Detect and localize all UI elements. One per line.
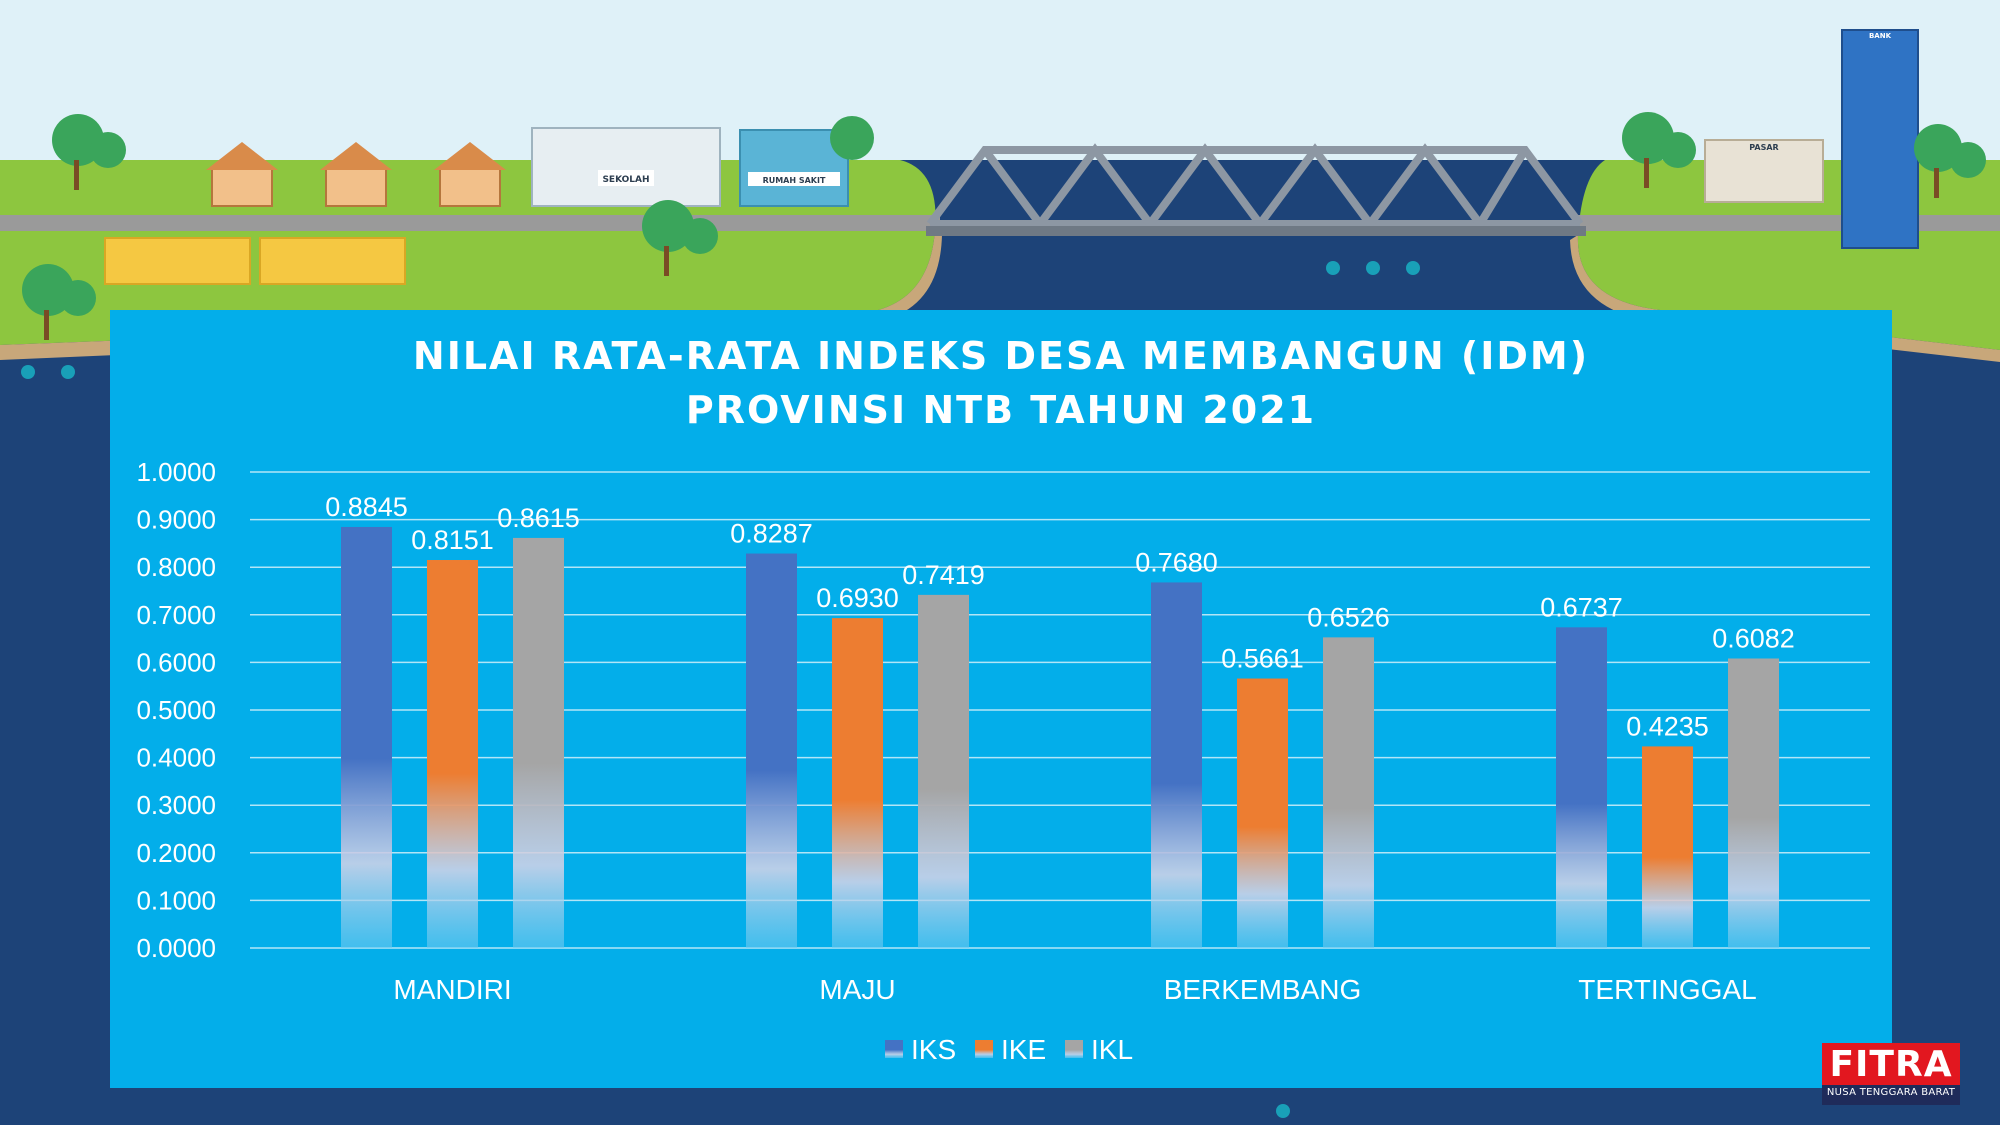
bar-iks-berkembang xyxy=(1151,582,1202,948)
data-label: 0.8845 xyxy=(325,492,408,522)
bar-ikl-mandiri xyxy=(513,537,564,948)
bar-ikl-tertinggal xyxy=(1728,658,1779,948)
school-sign: SEKOLAH xyxy=(602,175,649,185)
logo-subtitle: NUSA TENGGARA BARAT xyxy=(1826,1087,1956,1098)
y-tick-label: 0.5000 xyxy=(136,695,216,725)
data-label: 0.4235 xyxy=(1626,711,1709,741)
y-tick-label: 0.6000 xyxy=(136,647,216,677)
bar-iks-mandiri xyxy=(341,526,392,948)
y-tick-label: 0.0000 xyxy=(136,933,216,963)
data-label: 0.8151 xyxy=(411,525,494,555)
data-label: 0.6526 xyxy=(1307,602,1390,632)
market-sign: PASAR xyxy=(1749,143,1778,152)
y-tick-label: 0.4000 xyxy=(136,743,216,773)
data-label: 0.8615 xyxy=(497,503,580,533)
logo-name: FITRA xyxy=(1822,1043,1960,1085)
bar-iks-maju xyxy=(746,553,797,948)
chart-title-block: NILAI RATA-RATA INDEKS DESA MEMBANGUN (I… xyxy=(110,330,1892,438)
hospital-sign: RUMAH SAKIT xyxy=(763,176,826,185)
legend-label-ikl: IKL xyxy=(1091,1034,1133,1065)
legend-label-ike: IKE xyxy=(1001,1034,1046,1065)
y-tick-label: 0.1000 xyxy=(136,885,216,915)
bank-sign: BANK xyxy=(1869,32,1892,40)
y-tick-label: 1.0000 xyxy=(136,457,216,487)
bar-ikl-berkembang xyxy=(1323,637,1374,948)
legend-swatch-ikl xyxy=(1065,1040,1083,1058)
bar-ike-maju xyxy=(832,618,883,948)
legend-swatch-ike xyxy=(975,1040,993,1058)
category-label: BERKEMBANG xyxy=(1164,974,1362,1005)
bar-iks-tertinggal xyxy=(1556,627,1607,948)
bar-ike-berkembang xyxy=(1237,678,1288,948)
y-tick-label: 0.9000 xyxy=(136,505,216,535)
category-label: MANDIRI xyxy=(393,974,511,1005)
y-tick-label: 0.8000 xyxy=(136,552,216,582)
data-label: 0.8287 xyxy=(730,519,813,549)
y-tick-label: 0.7000 xyxy=(136,600,216,630)
category-label: MAJU xyxy=(819,974,895,1005)
fitra-logo: FITRA NUSA TENGGARA BARAT xyxy=(1822,1043,1960,1105)
data-label: 0.5661 xyxy=(1221,644,1304,674)
data-label: 0.6930 xyxy=(816,583,899,613)
data-label: 0.6082 xyxy=(1712,623,1795,653)
bar-ikl-maju xyxy=(918,594,969,948)
y-tick-label: 0.2000 xyxy=(136,838,216,868)
legend-label-iks: IKS xyxy=(911,1034,956,1065)
bar-chart: 0.0000 0.1000 0.2000 0.3000 0.4000 0.5000 0.60… xyxy=(136,457,1870,1065)
bar-ike-mandiri xyxy=(427,560,478,948)
category-label: TERTINGGAL xyxy=(1578,974,1756,1005)
y-tick-label: 0.3000 xyxy=(136,790,216,820)
data-label: 0.6737 xyxy=(1540,592,1623,622)
data-label: 0.7419 xyxy=(902,560,985,590)
legend-swatch-iks xyxy=(885,1040,903,1058)
data-label: 0.7680 xyxy=(1135,547,1218,577)
chart-title: NILAI RATA-RATA INDEKS DESA MEMBANGUN (I… xyxy=(412,334,1590,378)
bar-ike-tertinggal xyxy=(1642,746,1693,948)
chart-subtitle: PROVINSI NTB TAHUN 2021 xyxy=(685,387,1317,432)
